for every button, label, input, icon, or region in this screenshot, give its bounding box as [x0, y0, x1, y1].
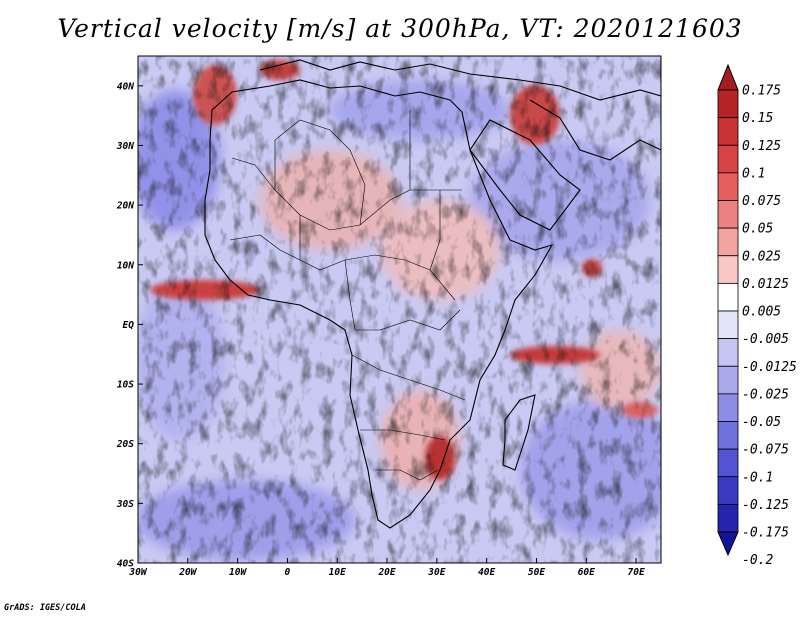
colorbar-label: -0.125 [742, 498, 789, 513]
colorbar-label: -0.075 [742, 443, 789, 458]
colorbar-segment [717, 421, 739, 450]
y-tick-label: EQ [123, 320, 135, 331]
x-axis: 30W 20W 10W 0 10E 20E 30E 40E 50E 60E 70E [128, 558, 645, 578]
colorbar-segment [717, 393, 739, 422]
colorbar-segment [717, 89, 739, 119]
colorbar-label: 0.125 [742, 139, 781, 154]
colorbar-label: 0.025 [742, 249, 781, 264]
x-tick-label: 10E [329, 567, 346, 578]
y-tick-label: 40N [117, 81, 134, 92]
colorbar-segment [717, 172, 739, 201]
x-tick-label: 20W [178, 567, 197, 578]
y-axis: 40S 30S 20S 10S EQ 10N 20N 30N 40N [116, 81, 143, 570]
colorbar-label: 0.075 [742, 194, 781, 209]
y-tick-label: 10N [117, 260, 134, 271]
credit-label: GrADS: IGES/COLA [4, 603, 86, 613]
colorbar-label: -0.005 [742, 332, 789, 347]
colorbar-segment [717, 448, 739, 478]
colorbar-segment [717, 227, 739, 257]
colorbar-segment [717, 282, 739, 312]
colorbar-segment [717, 365, 739, 395]
colorbar-segment [717, 476, 739, 505]
x-tick-label: 30W [128, 567, 147, 578]
x-tick-label: 50E [528, 567, 545, 578]
x-tick-label: 10W [229, 567, 247, 578]
x-tick-label: 0 [285, 567, 291, 578]
x-tick-label: 70E [628, 567, 645, 578]
colorbar-label: 0.1 [742, 166, 765, 181]
colorbar-top-arrow [717, 63, 739, 91]
y-tick-label: 40S [117, 559, 134, 570]
colorbar-label: 0.05 [742, 222, 773, 237]
map-title: Vertical velocity [m/s] at 300hPa, VT: 2… [57, 14, 743, 43]
y-tick-label: 30S [116, 499, 134, 510]
y-tick-label: 20S [116, 439, 134, 450]
colorbar-segment [717, 503, 739, 533]
colorbar-segment [717, 117, 739, 146]
colorbar-label: -0.1 [742, 470, 773, 485]
coastlines [204, 59, 661, 529]
colorbar-label: -0.2 [742, 553, 773, 568]
colorbar-segment [717, 310, 739, 340]
colorbar-label: 0.0125 [742, 277, 789, 292]
country-borders [229, 110, 466, 481]
plot-frame [137, 55, 662, 564]
colorbar-label: 0.175 [742, 84, 781, 99]
colorbar-segment [717, 338, 739, 367]
colorbar-label: 0.15 [742, 111, 773, 126]
velocity-field [138, 56, 661, 563]
x-tick-label: 30E [427, 567, 445, 578]
colorbar-segment [717, 255, 739, 284]
colorbar-label: -0.175 [742, 526, 789, 541]
x-tick-label: 60E [578, 567, 595, 578]
colorbar-label: -0.025 [742, 387, 789, 402]
x-tick-label: 20E [377, 567, 395, 578]
colorbar-segment [717, 200, 739, 229]
colorbar-label: -0.0125 [742, 360, 797, 375]
colorbar-label: -0.05 [742, 415, 781, 430]
colorbar-bottom-arrow [717, 531, 739, 557]
colorbar-segment [717, 144, 739, 174]
y-tick-label: 30N [116, 141, 134, 152]
y-tick-label: 10S [117, 380, 134, 391]
x-tick-label: 40E [478, 567, 495, 578]
colorbar: 0.175 0.15 0.125 0.1 0.075 0.05 0.025 0.0125 0.0… [717, 63, 797, 568]
colorbar-label: 0.005 [742, 305, 781, 320]
y-tick-label: 20N [116, 201, 134, 212]
